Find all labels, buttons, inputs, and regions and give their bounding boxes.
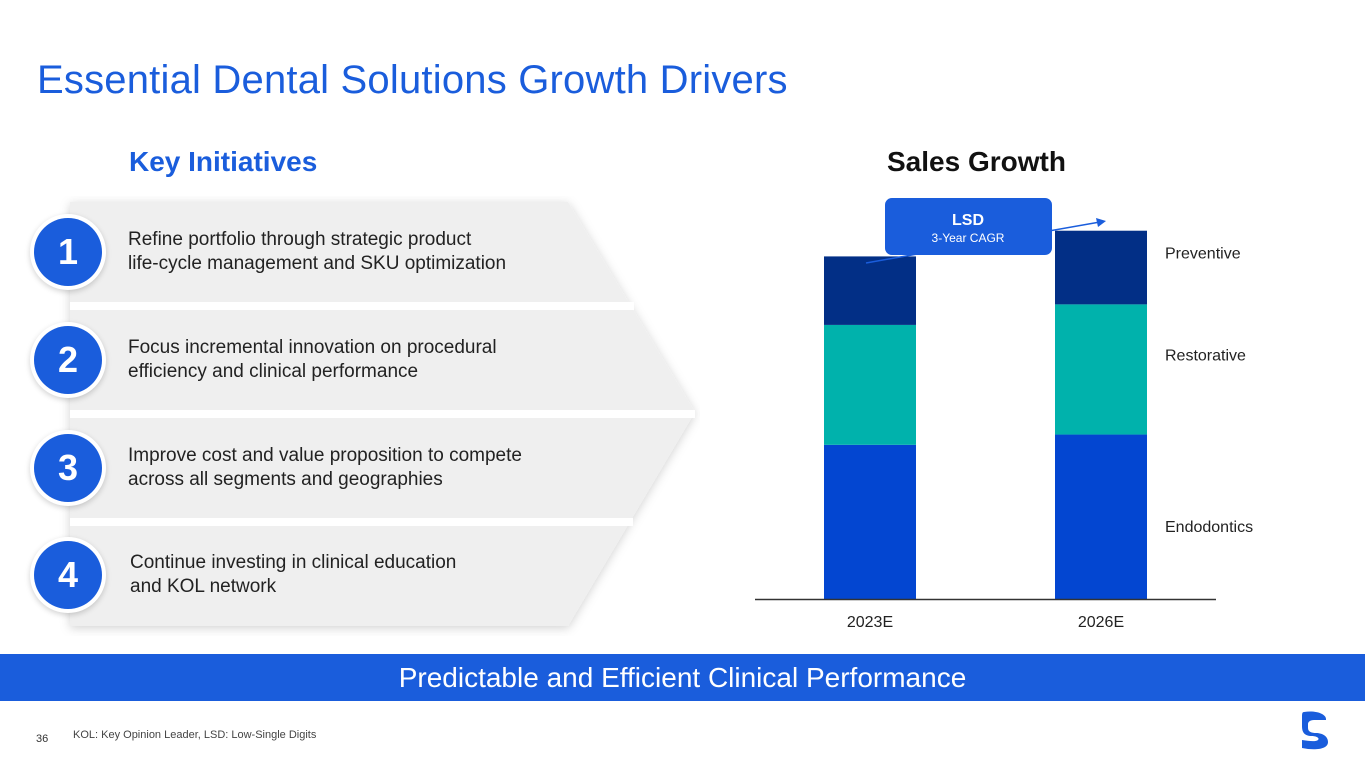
initiative-item-3: 3 Improve cost and value proposition to … xyxy=(30,430,630,510)
initiative-text: Continue investing in clinical education… xyxy=(130,552,457,597)
page-number: 36 xyxy=(36,733,49,745)
bar-segment-endodontics-2026e xyxy=(1055,434,1147,599)
legend-label-endodontics: Endodontics xyxy=(1165,519,1253,536)
cagr-callout-box xyxy=(885,198,1052,255)
bottom-banner: Predictable and Efficient Clinical Perfo… xyxy=(0,654,1365,701)
initiative-item-4: 4 Continue investing in clinical educati… xyxy=(30,537,630,617)
number-badge: 1 xyxy=(30,214,106,290)
initiative-text: Focus incremental innovation on procedur… xyxy=(128,337,497,382)
initiative-text: Refine portfolio through strategic produ… xyxy=(128,229,507,274)
number-badge: 2 xyxy=(30,322,106,398)
number-badge: 3 xyxy=(30,430,106,506)
x-tick-label: 2023E xyxy=(847,614,893,631)
legend-label-preventive: Preventive xyxy=(1165,246,1241,263)
cagr-callout-sublabel: 3-Year CAGR xyxy=(932,231,1005,245)
cagr-arrow-head-icon xyxy=(1096,218,1106,227)
sales-growth-heading: Sales Growth xyxy=(887,146,1066,177)
initiative-item-1: 1 Refine portfolio through strategic pro… xyxy=(30,214,630,294)
footnote: KOL: Key Opinion Leader, LSD: Low-Single… xyxy=(73,729,317,741)
page-title: Essential Dental Solutions Growth Driver… xyxy=(37,58,788,102)
initiatives-chevron xyxy=(40,196,700,636)
initiative-item-2: 2 Focus incremental innovation on proced… xyxy=(30,322,630,402)
chevron-shape xyxy=(70,202,695,626)
brand-logo-icon xyxy=(1302,711,1328,750)
cagr-callout-label: LSD xyxy=(952,212,984,229)
bar-segment-preventive-2023e xyxy=(824,256,916,325)
initiative-text: Improve cost and value proposition to co… xyxy=(128,445,522,490)
sales-growth-chart: 2023E 2026E Endodontics Restorative Preventi… xyxy=(740,190,1300,650)
key-initiatives-heading: Key Initiatives xyxy=(129,146,318,177)
number-badge: 4 xyxy=(30,537,106,613)
bar-segment-preventive-2026e xyxy=(1055,230,1147,305)
bar-segment-restorative-2023e xyxy=(824,324,916,445)
x-tick-label: 2026E xyxy=(1078,614,1124,631)
legend-label-restorative: Restorative xyxy=(1165,347,1246,364)
bar-segment-restorative-2026e xyxy=(1055,304,1147,435)
stacked-bar-chart: 2023E 2026E Endodontics Restorative Preventi… xyxy=(755,198,1253,631)
bar-segment-endodontics-2023e xyxy=(824,444,916,599)
